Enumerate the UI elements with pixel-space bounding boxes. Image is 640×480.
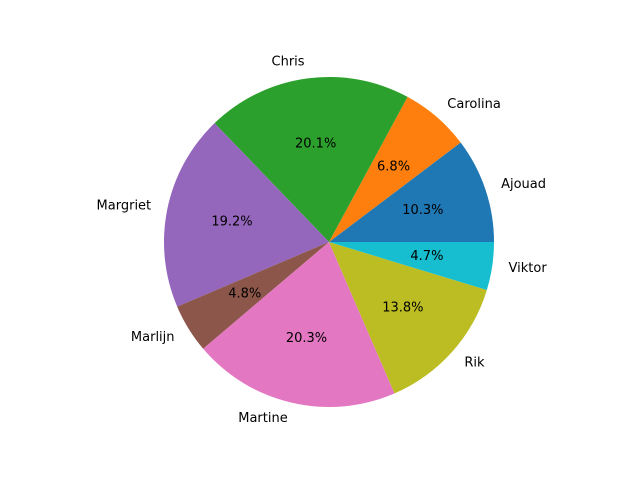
slice-percent-rik: 13.8% (382, 300, 423, 315)
pie-slice-margriet (163, 123, 329, 307)
pie-slice-ajouad (329, 142, 494, 242)
slice-percent-ajouad: 10.3% (402, 203, 443, 218)
pie-slice-marlijn (177, 242, 329, 349)
slice-percent-chris: 20.1% (295, 136, 336, 151)
slice-percent-carolina: 6.8% (377, 159, 410, 174)
slice-percent-viktor: 4.7% (410, 249, 443, 264)
pie-slice-chris (214, 77, 408, 242)
pie-slices (163, 77, 494, 407)
slice-label-chris: Chris (272, 55, 305, 70)
slice-label-viktor: Viktor (509, 261, 548, 276)
slice-label-carolina: Carolina (447, 97, 501, 112)
pie-slice-viktor (329, 242, 494, 291)
pie-labels: Ajouad 10.3% Carolina 6.8% Chris 20.1% Margrie… (97, 55, 548, 427)
slice-label-ajouad: Ajouad (501, 177, 546, 192)
slice-label-martine: Martine (238, 411, 287, 426)
slice-percent-margriet: 19.2% (211, 215, 252, 230)
pie-slice-carolina (329, 96, 461, 242)
slice-label-rik: Rik (464, 355, 485, 370)
pie-slice-rik (329, 242, 487, 394)
slice-label-marlijn: Marlijn (131, 330, 175, 345)
pie-slice-martine (203, 242, 395, 407)
slice-percent-martine: 20.3% (286, 331, 327, 346)
slice-label-margriet: Margriet (97, 198, 152, 213)
slice-percent-marlijn: 4.8% (228, 286, 261, 301)
